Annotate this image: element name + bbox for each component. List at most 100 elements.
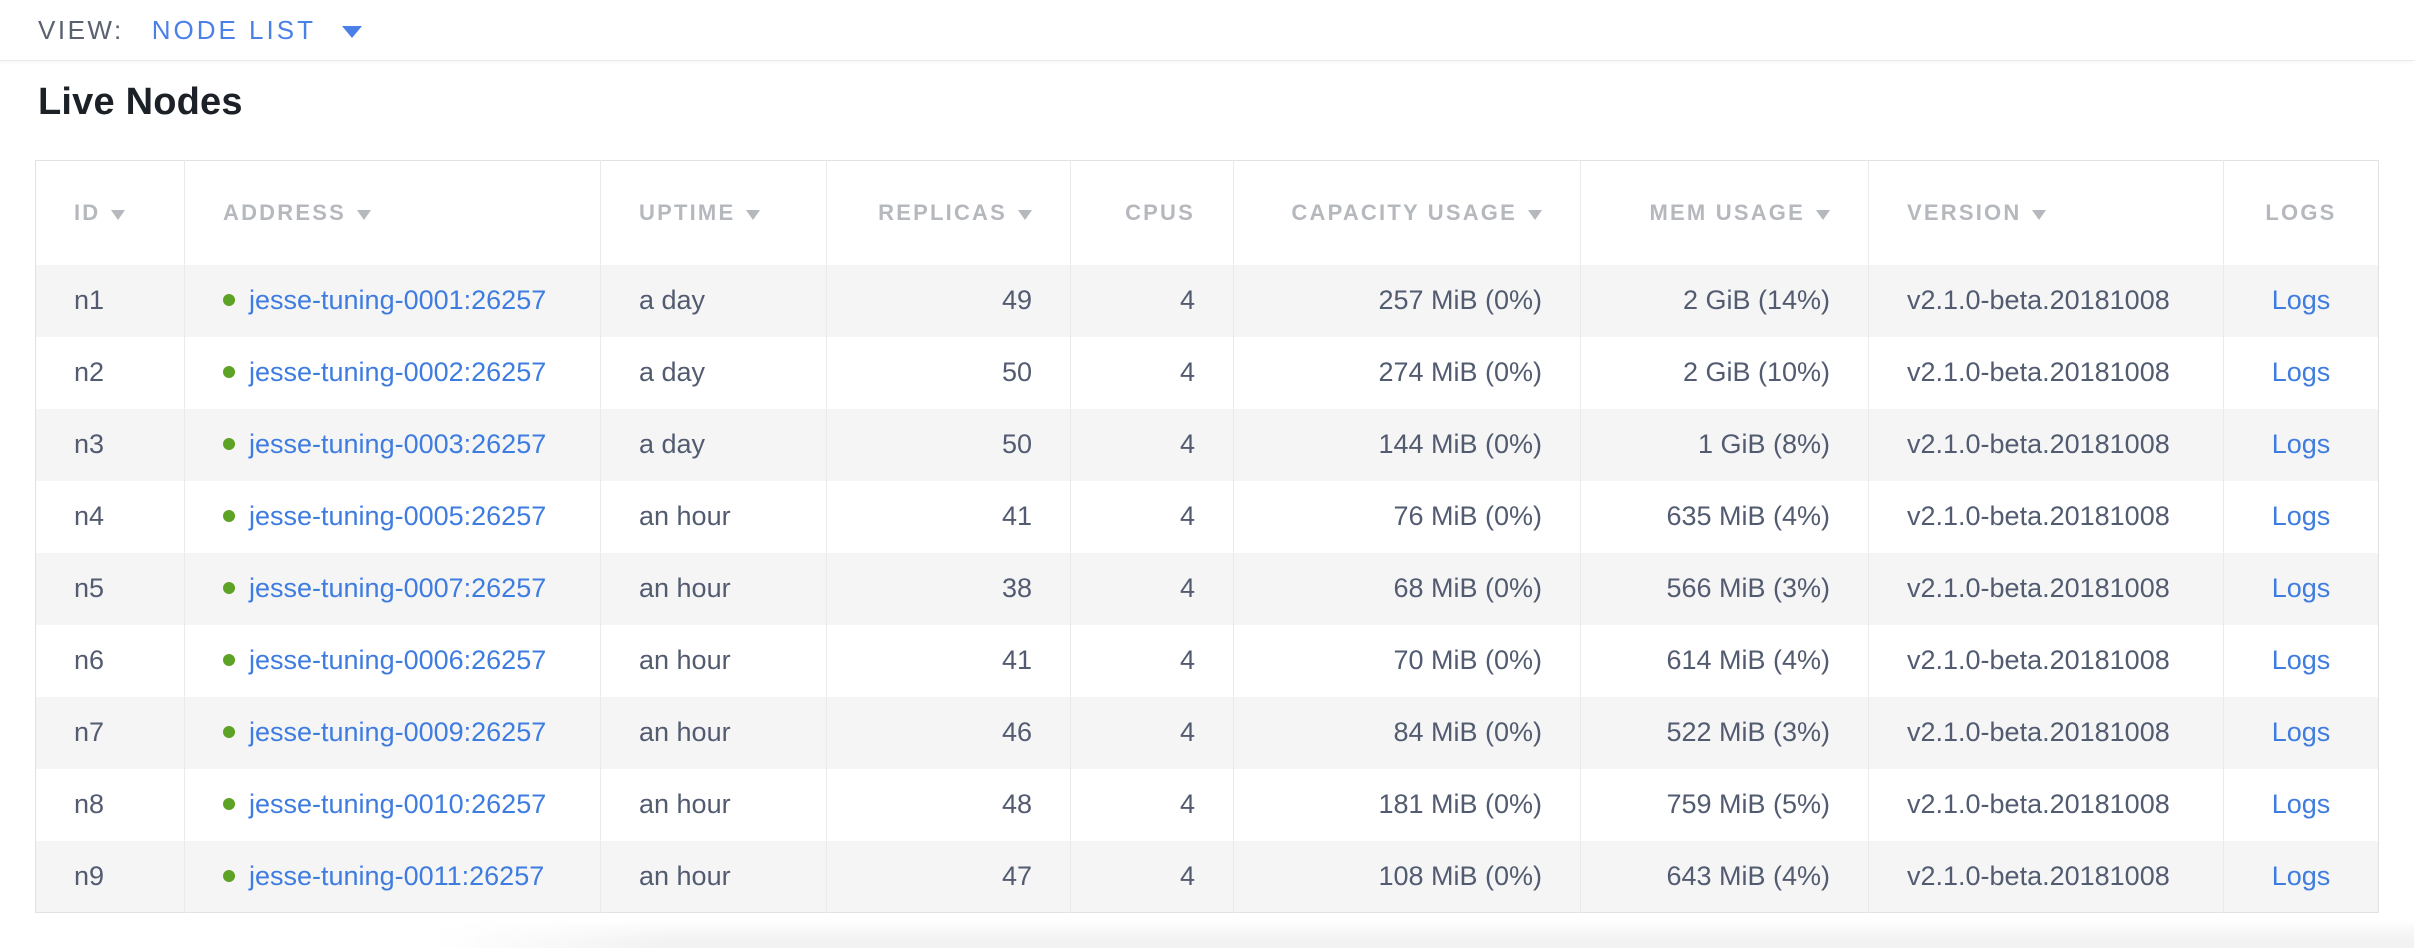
view-bar: VIEW: NODE LIST — [0, 0, 2414, 61]
cell-cpus: 4 — [1070, 840, 1234, 913]
column-header-id[interactable]: ID — [35, 160, 185, 265]
column-header-label: UPTIME — [639, 199, 736, 225]
column-header-mem[interactable]: MEM USAGE — [1580, 160, 1869, 265]
cell-version: v2.1.0-beta.20181008 — [1868, 480, 2224, 553]
cell-mem: 643 MiB (4%) — [1580, 840, 1869, 913]
address-link[interactable]: jesse-tuning-0001:26257 — [249, 285, 547, 315]
cell-address: jesse-tuning-0007:26257 — [184, 552, 601, 625]
view-selector[interactable]: NODE LIST — [152, 15, 362, 46]
column-header-label: VERSION — [1907, 199, 2022, 225]
cell-address: jesse-tuning-0010:26257 — [184, 768, 601, 841]
cell-id: n8 — [35, 768, 185, 841]
live-nodes-table: ID ADDRESS UPTIME REPLICAS CPUS CAPACITY USAG… — [35, 160, 2379, 913]
column-header-uptime[interactable]: UPTIME — [600, 160, 827, 265]
address-link[interactable]: jesse-tuning-0009:26257 — [249, 717, 547, 747]
cell-cpus: 4 — [1070, 264, 1234, 337]
logs-link[interactable]: Logs — [2271, 285, 2331, 315]
column-header-address[interactable]: ADDRESS — [184, 160, 601, 265]
cell-logs: Logs — [2224, 769, 2379, 841]
cell-uptime: a day — [600, 264, 827, 337]
cell-version: v2.1.0-beta.20181008 — [1868, 624, 2224, 697]
sort-desc-icon — [1528, 209, 1542, 220]
cell-address: jesse-tuning-0011:26257 — [184, 840, 601, 913]
node-status-live-icon — [223, 365, 235, 378]
address-link[interactable]: jesse-tuning-0006:26257 — [249, 645, 547, 675]
cell-address: jesse-tuning-0006:26257 — [184, 624, 601, 697]
sort-desc-icon — [111, 209, 126, 220]
cell-address: jesse-tuning-0003:26257 — [184, 408, 601, 481]
node-status-live-icon — [223, 869, 235, 882]
column-header-replicas[interactable]: REPLICAS — [826, 160, 1071, 265]
sort-desc-icon — [356, 209, 371, 220]
cell-cpus: 4 — [1070, 480, 1234, 553]
cell-uptime: an hour — [600, 840, 827, 913]
cell-capacity: 76 MiB (0%) — [1233, 480, 1581, 553]
logs-link[interactable]: Logs — [2271, 860, 2331, 891]
view-selected-value: NODE LIST — [151, 14, 316, 45]
cell-id: n5 — [35, 552, 185, 625]
logs-link[interactable]: Logs — [2271, 501, 2331, 531]
logs-link[interactable]: Logs — [2271, 717, 2331, 747]
cell-uptime: an hour — [600, 624, 827, 697]
cell-replicas: 48 — [826, 768, 1071, 841]
column-header-label: CPUS — [1125, 199, 1195, 225]
cell-version: v2.1.0-beta.20181008 — [1868, 696, 2224, 769]
logs-link[interactable]: Logs — [2271, 573, 2331, 603]
address-link[interactable]: jesse-tuning-0011:26257 — [249, 860, 545, 891]
address-link[interactable]: jesse-tuning-0003:26257 — [249, 429, 547, 459]
cell-mem: 2 GiB (10%) — [1580, 336, 1869, 409]
cell-version: v2.1.0-beta.20181008 — [1868, 264, 2224, 337]
address-link[interactable]: jesse-tuning-0005:26257 — [249, 501, 547, 531]
cell-cpus: 4 — [1070, 336, 1234, 409]
cell-replicas: 47 — [826, 840, 1071, 913]
cell-replicas: 41 — [826, 480, 1071, 553]
table-row: n1 jesse-tuning-0001:26257 a day 49 4 257 MiB… — [35, 264, 2379, 337]
table-row: n8 jesse-tuning-0010:26257 an hour 48 4 181 M… — [35, 768, 2379, 841]
cell-id: n1 — [35, 264, 185, 337]
table-head: ID ADDRESS UPTIME REPLICAS CPUS CAPACITY USAG… — [35, 160, 2379, 265]
column-header-label: CAPACITY USAGE — [1291, 199, 1517, 225]
cell-id: n9 — [35, 840, 185, 913]
column-header-label: ADDRESS — [223, 199, 346, 225]
address-link[interactable]: jesse-tuning-0002:26257 — [249, 357, 547, 387]
column-header-version[interactable]: VERSION — [1868, 160, 2224, 265]
cell-capacity: 257 MiB (0%) — [1233, 264, 1581, 337]
logs-link[interactable]: Logs — [2271, 357, 2331, 387]
cell-logs: Logs — [2224, 553, 2379, 625]
page-title: Live Nodes — [38, 81, 243, 123]
cell-replicas: 49 — [826, 264, 1071, 337]
table-row: n7 jesse-tuning-0009:26257 an hour 46 4 84 Mi… — [35, 696, 2379, 769]
cell-logs: Logs — [2224, 625, 2379, 697]
cell-uptime: an hour — [600, 480, 827, 553]
cell-capacity: 274 MiB (0%) — [1233, 336, 1581, 409]
cell-mem: 759 MiB (5%) — [1580, 768, 1869, 841]
table-row: n9 jesse-tuning-0011:26257 an hour 47 4 108 M… — [35, 840, 2379, 913]
cell-logs: Logs — [2224, 409, 2379, 481]
live-nodes-section: ID ADDRESS UPTIME REPLICAS CPUS CAPACITY USAG… — [35, 160, 2379, 913]
column-header-capacity[interactable]: CAPACITY USAGE — [1233, 160, 1581, 265]
logs-link[interactable]: Logs — [2271, 429, 2331, 459]
cell-replicas: 46 — [826, 696, 1071, 769]
logs-link[interactable]: Logs — [2271, 645, 2331, 675]
sort-desc-icon — [746, 209, 761, 220]
table-row: n4 jesse-tuning-0005:26257 an hour 41 4 76 Mi… — [35, 480, 2379, 553]
cell-uptime: an hour — [600, 696, 827, 769]
node-status-live-icon — [223, 293, 235, 306]
cell-capacity: 70 MiB (0%) — [1233, 624, 1581, 697]
table-row: n5 jesse-tuning-0007:26257 an hour 38 4 68 Mi… — [35, 552, 2379, 625]
node-status-live-icon — [223, 437, 235, 450]
cell-uptime: a day — [600, 336, 827, 409]
address-link[interactable]: jesse-tuning-0007:26257 — [249, 573, 547, 603]
cell-logs: Logs — [2224, 265, 2379, 337]
cell-cpus: 4 — [1070, 768, 1234, 841]
cell-logs: Logs — [2224, 697, 2379, 769]
cell-mem: 635 MiB (4%) — [1580, 480, 1869, 553]
cell-cpus: 4 — [1070, 552, 1234, 625]
logs-link[interactable]: Logs — [2271, 789, 2331, 819]
column-header-label: MEM USAGE — [1649, 199, 1805, 225]
cell-logs: Logs — [2224, 337, 2379, 409]
cell-replicas: 50 — [826, 408, 1071, 481]
cell-version: v2.1.0-beta.20181008 — [1868, 552, 2224, 625]
node-status-live-icon — [223, 653, 235, 666]
address-link[interactable]: jesse-tuning-0010:26257 — [249, 789, 547, 819]
